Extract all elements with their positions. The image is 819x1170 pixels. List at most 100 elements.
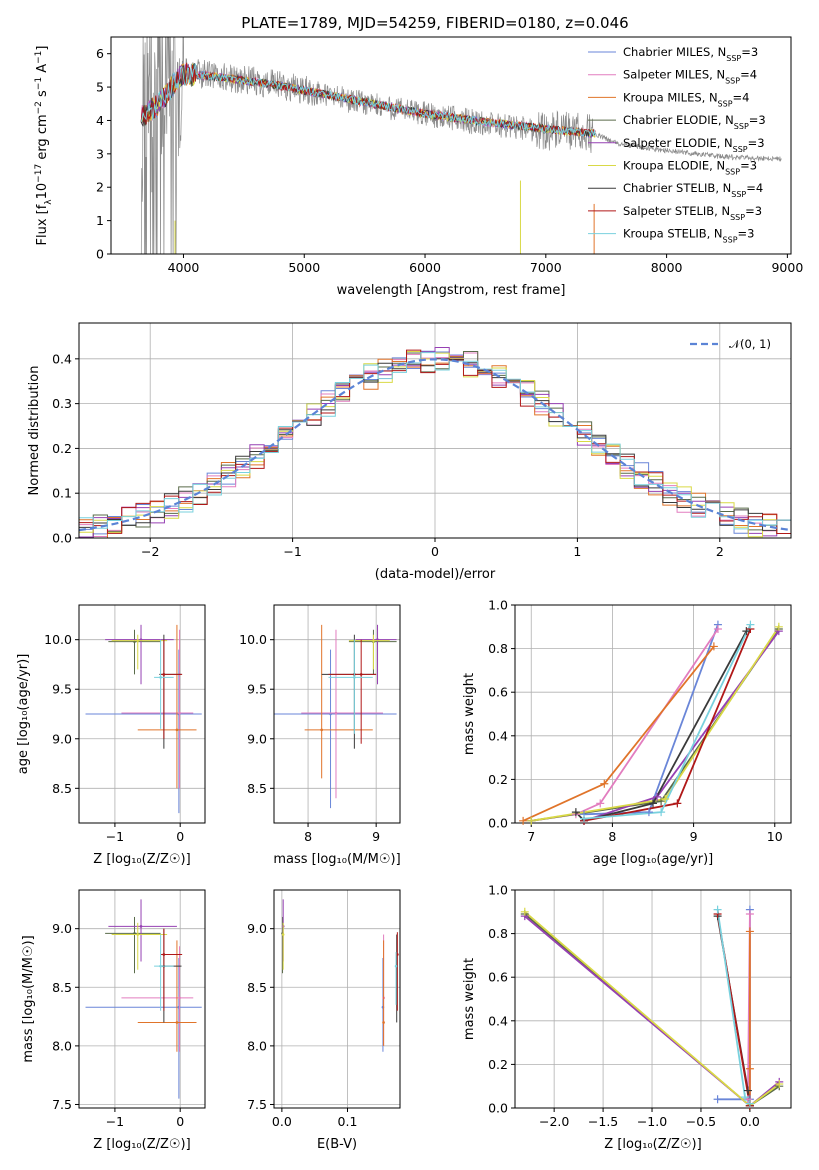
plus-marker xyxy=(580,814,588,823)
plus-marker xyxy=(713,1095,722,1104)
series-line xyxy=(575,630,748,822)
y-axis-label: age [log₁₀(age/yr)] xyxy=(16,654,31,775)
x-tick-label: −2 xyxy=(141,544,159,559)
x-tick-label: 8 xyxy=(608,829,616,844)
panel-weight-vs-Z: −2.0 −1.5 −1.0 −0.5 0.0 0.0 0.2 0.4 0.6 0.8 1.0 Z [… xyxy=(462,883,792,1152)
x-tick-label: 0.0 xyxy=(272,1114,292,1129)
x-axis-label: mass [log₁₀(M/M☉)] xyxy=(273,852,400,867)
y-tick-label: 9.0 xyxy=(52,731,72,746)
data-point xyxy=(159,964,162,968)
y-tick-label: 0.0 xyxy=(488,816,508,831)
data-point xyxy=(334,711,338,715)
data-point xyxy=(136,933,140,936)
x-axis-label: (data-model)/error xyxy=(375,567,496,582)
panel-mass-vs-ebv: 0.0 0.1 7.5 8.0 8.5 9.0 E(B-V) xyxy=(247,889,401,1152)
legend-entry: Kroupa STELIB, NSSP=3 xyxy=(623,227,754,245)
y-tick-label: 8.5 xyxy=(52,781,72,796)
x-tick-label: −2.0 xyxy=(539,1114,569,1129)
y-tick-label: 0.4 xyxy=(488,728,508,743)
plus-marker xyxy=(644,808,653,817)
x-tick-label: 8 xyxy=(304,829,312,844)
y-tick-label: 8.5 xyxy=(52,980,72,995)
x-tick-label: 5000 xyxy=(288,260,320,275)
x-tick-label: 7000 xyxy=(530,260,562,275)
y-axis-label: mass [log₁₀(M/M☉)] xyxy=(21,935,36,1062)
legend-entry: Kroupa MILES, NSSP=4 xyxy=(623,90,749,108)
x-tick-label: −1 xyxy=(283,544,301,559)
plus-marker xyxy=(745,909,754,918)
plus-marker xyxy=(527,816,536,825)
x-tick-label: 10 xyxy=(767,829,783,844)
x-tick-label: 6000 xyxy=(409,260,441,275)
x-tick-label: −1 xyxy=(106,1114,124,1129)
series-line xyxy=(531,628,719,822)
x-tick-label: 9000 xyxy=(771,260,803,275)
plus-marker xyxy=(713,624,722,633)
y-tick-label: 8.5 xyxy=(247,781,267,796)
axes-frame xyxy=(78,889,206,1109)
y-tick-label: 9.0 xyxy=(247,731,267,746)
axes-frame xyxy=(514,604,792,824)
data-point xyxy=(372,639,375,642)
y-tick-label: 5 xyxy=(96,80,104,95)
data-point xyxy=(178,711,181,715)
axes-frame xyxy=(273,889,401,1109)
y-tick-label: 8.0 xyxy=(247,1038,267,1053)
y-tick-label: 0.2 xyxy=(488,1057,508,1072)
x-tick-label: 0.0 xyxy=(740,1114,760,1129)
plus-marker xyxy=(746,620,755,629)
x-tick-label: −1.0 xyxy=(637,1114,667,1129)
data-point xyxy=(281,933,285,936)
plus-marker xyxy=(519,816,528,825)
y-tick-label: 1.0 xyxy=(488,883,508,898)
y-tick-label: 0.0 xyxy=(52,531,72,546)
y-tick-label: 4 xyxy=(96,113,104,128)
plus-marker xyxy=(774,622,783,631)
axes-frame xyxy=(110,36,792,255)
plus-marker xyxy=(673,799,682,808)
y-tick-label: 8.5 xyxy=(247,980,267,995)
x-axis-label: age [log₁₀(age/yr)] xyxy=(593,852,714,867)
x-tick-label: 2 xyxy=(716,544,724,559)
plus-marker xyxy=(657,797,666,806)
y-tick-label: 9.5 xyxy=(247,682,267,697)
plus-marker xyxy=(745,927,754,936)
plus-marker xyxy=(596,799,605,808)
legend-entry: Chabrier STELIB, NSSP=4 xyxy=(623,181,763,199)
x-tick-label: 0 xyxy=(431,544,439,559)
series-line xyxy=(522,645,715,822)
y-tick-label: 0 xyxy=(96,247,104,262)
y-tick-label: 0.4 xyxy=(52,351,72,366)
plus-marker xyxy=(775,1080,784,1089)
plus-marker xyxy=(653,792,662,801)
panel-age-vs-mass: 8 9 8.5 9.0 9.5 10.0 mass [log₁₀(M/M☉)] xyxy=(239,604,401,867)
x-tick-label: −1 xyxy=(106,829,124,844)
plus-marker xyxy=(743,1086,752,1095)
y-tick-label: 0.2 xyxy=(488,772,508,787)
plus-marker xyxy=(571,808,580,817)
y-tick-label: 7.5 xyxy=(247,1097,267,1112)
data-point xyxy=(320,728,323,732)
plot-area xyxy=(85,899,202,1099)
y-tick-label: 8.0 xyxy=(52,1038,72,1053)
data-point xyxy=(162,953,166,956)
x-axis-label: Z [log₁₀(Z/Z☉)] xyxy=(604,1137,701,1152)
y-tick-label: 1.0 xyxy=(488,598,508,613)
y-tick-label: 2 xyxy=(96,180,104,195)
y-tick-label: 0.8 xyxy=(488,641,508,656)
legend-entry: Salpeter ELODIE, NSSP=3 xyxy=(623,136,765,154)
x-axis-label: wavelength [Angstrom, rest frame] xyxy=(337,283,566,298)
plus-marker xyxy=(520,907,529,916)
plus-marker xyxy=(600,779,609,788)
gaussian-curve xyxy=(79,358,791,532)
y-tick-label: 3 xyxy=(96,146,104,161)
plus-marker xyxy=(745,1064,754,1073)
y-tick-label: 0.6 xyxy=(488,970,508,985)
legend-entry: Chabrier ELODIE, NSSP=3 xyxy=(623,113,766,131)
x-tick-label: 9 xyxy=(372,829,380,844)
y-tick-label: 9.5 xyxy=(52,682,72,697)
data-point xyxy=(175,1021,179,1024)
y-axis-label: Normed distribution xyxy=(27,366,42,496)
x-axis-label: E(B-V) xyxy=(317,1137,357,1152)
y-axis-label: mass weight xyxy=(462,958,477,1040)
